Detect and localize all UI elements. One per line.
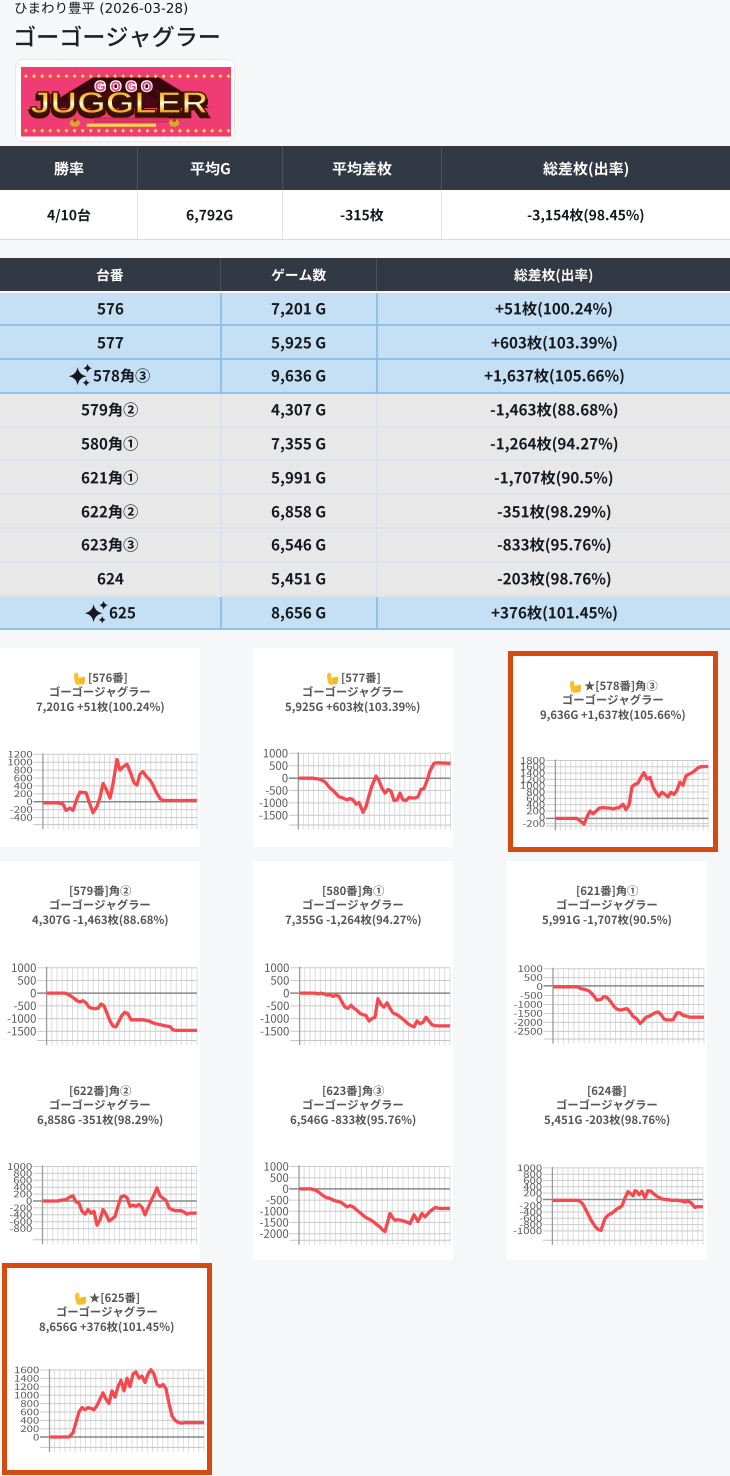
svg-text:GOGO: GOGO [95,79,157,94]
svg-text:JUGGLER: JUGGLER [30,85,208,120]
